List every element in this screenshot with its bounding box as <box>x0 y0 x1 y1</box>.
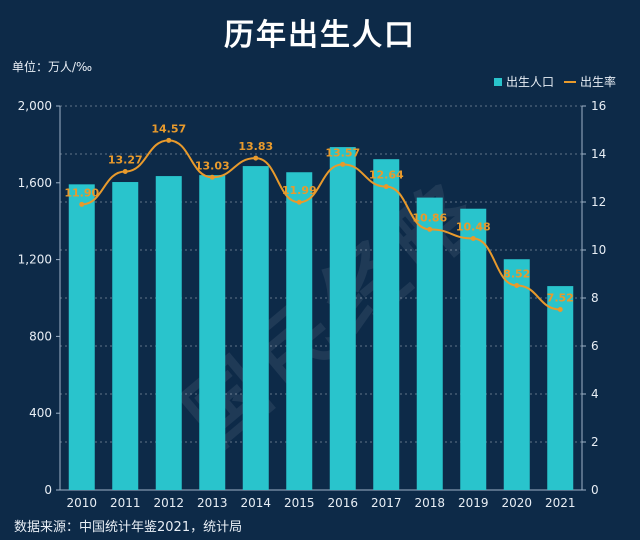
bar <box>199 175 226 490</box>
right-tick-label: 12 <box>591 195 606 209</box>
birth-rate-point <box>427 226 433 232</box>
birth-rate-point <box>514 283 520 289</box>
birth-rate-label: 11.99 <box>282 184 317 197</box>
birth-rate-point <box>122 169 128 175</box>
birth-rate-label: 13.83 <box>238 140 273 153</box>
bar <box>155 176 182 490</box>
birth-rate-label: 14.57 <box>151 122 186 135</box>
legend: 出生人口 出生率 <box>493 73 616 90</box>
birth-rate-label: 13.57 <box>325 146 360 159</box>
birth-rate-label: 10.48 <box>456 220 491 233</box>
bar <box>547 286 574 490</box>
x-tick-label: 2015 <box>284 496 315 510</box>
right-tick-label: 14 <box>591 147 606 161</box>
left-tick-label: 1,200 <box>18 253 52 267</box>
chart-title: 历年出生人口 <box>224 18 416 53</box>
right-tick-label: 0 <box>591 483 599 497</box>
bar <box>329 147 356 490</box>
right-tick-label: 16 <box>591 99 606 113</box>
left-tick-label: 0 <box>44 483 52 497</box>
bar <box>242 166 269 490</box>
birth-rate-point <box>296 199 302 205</box>
x-tick-label: 2017 <box>371 496 402 510</box>
bar <box>416 197 443 491</box>
unit-label: 单位：万人/‰ <box>12 60 93 74</box>
right-tick-label: 10 <box>591 243 606 257</box>
birth-rate-line <box>81 139 561 311</box>
bar <box>112 182 139 491</box>
birth-rate-label: 13.27 <box>108 154 143 167</box>
legend-bar-label: 出生人口 <box>505 75 554 89</box>
birth-rate-point <box>557 307 563 313</box>
legend-line-label: 出生率 <box>579 75 616 89</box>
x-tick-label: 2018 <box>414 496 445 510</box>
legend-line-swatch <box>563 80 576 83</box>
bar <box>286 172 313 491</box>
left-tick-label: 2,000 <box>18 99 52 113</box>
bar <box>68 184 95 490</box>
left-tick-label: 1,600 <box>18 176 52 190</box>
birth-rate-point <box>383 184 389 190</box>
x-tick-label: 2014 <box>240 496 271 510</box>
legend-bar-swatch <box>493 77 502 86</box>
source-note: 数据来源：中国统计年鉴2021，统计局 <box>14 520 243 535</box>
x-tick-label: 2021 <box>545 496 576 510</box>
x-tick-label: 2010 <box>66 496 97 510</box>
left-tick-label: 400 <box>29 406 52 420</box>
birth-rate-point <box>79 201 85 207</box>
x-tick-label: 2013 <box>197 496 228 510</box>
x-tick-label: 2020 <box>501 496 532 510</box>
bar <box>503 259 530 490</box>
birth-rate-label: 10.86 <box>412 211 447 224</box>
right-tick-label: 6 <box>591 339 599 353</box>
birth-rate-point <box>253 155 259 161</box>
birth-rate-point <box>209 174 215 180</box>
birth-rate-label: 8.52 <box>503 268 530 281</box>
birth-rate-point <box>470 235 476 241</box>
bar <box>373 159 400 490</box>
birth-rate-label: 13.03 <box>195 159 230 172</box>
right-tick-label: 4 <box>591 387 599 401</box>
birth-rate-label: 7.52 <box>547 292 574 305</box>
x-tick-label: 2012 <box>153 496 184 510</box>
birth-rate-label: 11.90 <box>64 186 99 199</box>
birth-rate-point <box>340 161 346 167</box>
left-tick-label: 800 <box>29 329 52 343</box>
x-tick-label: 2016 <box>327 496 358 510</box>
x-tick-label: 2019 <box>458 496 489 510</box>
bar <box>460 208 487 490</box>
right-tick-label: 2 <box>591 435 599 449</box>
birth-rate-point <box>166 137 172 143</box>
x-tick-label: 2011 <box>110 496 141 510</box>
right-tick-label: 8 <box>591 291 599 305</box>
birth-rate-label: 12.64 <box>369 169 404 182</box>
